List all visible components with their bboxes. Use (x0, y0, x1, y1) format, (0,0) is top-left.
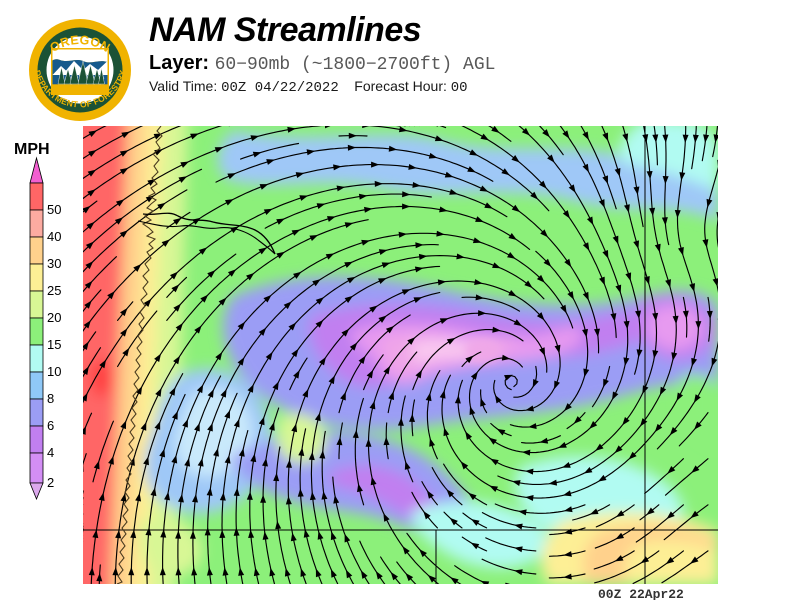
svg-text:15: 15 (47, 337, 61, 352)
svg-text:6: 6 (47, 418, 54, 433)
svg-text:20: 20 (47, 310, 61, 325)
svg-text:10: 10 (47, 364, 61, 379)
svg-text:8: 8 (47, 391, 54, 406)
svg-text:50: 50 (47, 202, 61, 217)
svg-text:25: 25 (47, 283, 61, 298)
svg-text:2: 2 (47, 475, 54, 490)
svg-text:40: 40 (47, 229, 61, 244)
svg-text:30: 30 (47, 256, 61, 271)
svg-text:4: 4 (47, 445, 54, 460)
